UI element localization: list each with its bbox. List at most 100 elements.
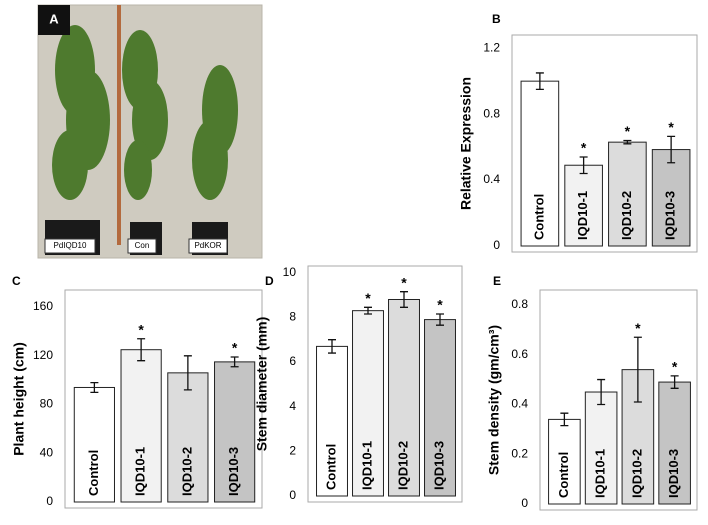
significance-marker: *	[635, 320, 641, 336]
error-bar	[623, 139, 632, 145]
y-tick-label: 0.2	[511, 446, 528, 460]
bar	[520, 80, 560, 247]
y-tick-label: 0.4	[511, 397, 528, 411]
photo-tag: PdKOR	[194, 241, 221, 250]
bar	[167, 372, 209, 503]
bar	[352, 310, 384, 497]
y-tick-label: 8	[289, 310, 296, 324]
y-tick-label: 1.2	[483, 40, 500, 54]
panel-label-box	[38, 5, 70, 35]
panel-label: B	[492, 12, 501, 26]
significance-marker: *	[625, 123, 631, 139]
y-tick-label: 0	[289, 488, 296, 502]
x-tick-label: IQD10-3	[663, 191, 678, 240]
plot-frame	[539, 289, 698, 511]
error-bar	[400, 291, 408, 308]
y-tick-label: 0.6	[511, 347, 528, 361]
error-bar	[597, 378, 606, 406]
error-bar	[137, 338, 146, 362]
bar	[651, 149, 691, 247]
bar	[388, 298, 420, 497]
error-bar	[364, 306, 372, 315]
error-bar	[579, 156, 588, 175]
y-tick-label: 0.4	[483, 172, 500, 186]
plot-frame	[307, 265, 463, 503]
y-tick-label: 0.8	[483, 106, 500, 120]
photo-tag: PdIQD10	[54, 241, 87, 250]
y-axis-label: Relative Expression	[458, 77, 474, 210]
y-tick-label: 6	[289, 354, 296, 368]
bar	[658, 381, 691, 505]
photo-panel: A PdIQD10 Con PdKOR	[37, 4, 263, 259]
error-bar	[183, 355, 192, 391]
x-tick-label: IQD10-1	[133, 447, 148, 496]
significance-marker: *	[401, 274, 407, 290]
significance-marker: *	[581, 140, 587, 156]
bar	[608, 141, 647, 247]
error-bar	[328, 339, 336, 354]
chart-panel: C 0 40 80 120 160 Plant height (cm) Control IQD1…	[11, 274, 263, 509]
x-tick-label: IQD10-1	[359, 441, 374, 490]
error-bar	[436, 313, 444, 326]
error-bar	[633, 336, 642, 403]
plot-frame	[64, 289, 263, 509]
foliage	[52, 25, 238, 200]
x-tick-label: IQD10-3	[226, 447, 241, 496]
x-tick-label: Control	[531, 194, 546, 240]
error-bar	[230, 356, 239, 368]
bar	[316, 345, 348, 497]
photo-frame	[37, 4, 263, 259]
significance-marker: *	[437, 297, 443, 313]
x-tick-label: IQD10-1	[575, 191, 590, 240]
significance-marker: *	[365, 290, 371, 306]
bar	[214, 361, 256, 503]
y-tick-label: 2	[289, 444, 296, 458]
tag-box	[127, 238, 157, 254]
photo-tag: Con	[135, 241, 150, 250]
bar	[120, 349, 162, 503]
y-tick-label: 0.8	[511, 297, 528, 311]
chart-panel: B 0 0.4 0.8 1.2 Relative Expression Control IQD…	[458, 12, 698, 253]
x-tick-label: IQD10-2	[629, 449, 644, 498]
significance-marker: *	[138, 321, 144, 337]
y-tick-label: 40	[40, 445, 54, 459]
x-tick-label: IQD10-2	[619, 191, 634, 240]
bar	[584, 391, 618, 505]
x-tick-label: IQD10-3	[666, 449, 681, 498]
plot-frame	[511, 34, 698, 253]
chart-panel: E 0 0.2 0.4 0.6 0.8 Stem density (gm/cm³) Contr…	[486, 274, 698, 511]
error-bar	[90, 381, 99, 393]
y-tick-label: 0	[493, 238, 500, 252]
x-tick-label: IQD10-2	[179, 447, 194, 496]
x-tick-label: IQD10-3	[431, 441, 446, 490]
y-axis-label: Plant height (cm)	[11, 342, 27, 456]
x-tick-label: Control	[323, 444, 338, 490]
y-tick-label: 4	[289, 399, 296, 413]
tag-box	[44, 238, 96, 254]
significance-marker: *	[668, 119, 674, 135]
y-tick-label: 80	[40, 397, 54, 411]
x-tick-label: Control	[556, 452, 571, 498]
tag-box	[188, 238, 228, 254]
error-bar	[560, 412, 569, 427]
x-tick-label: IQD10-1	[593, 449, 608, 498]
panel-label: C	[12, 274, 21, 288]
chart-panel: D 0 2 4 6 8 10 Stem diameter (mm) Control IQD10-1…	[254, 265, 463, 503]
y-axis-label: Stem diameter (mm)	[254, 317, 270, 452]
x-tick-label: Control	[86, 450, 101, 496]
pole	[117, 5, 121, 245]
error-bar	[670, 375, 679, 389]
y-tick-label: 160	[33, 299, 53, 313]
y-tick-label: 120	[33, 348, 53, 362]
error-bar	[535, 72, 544, 91]
panel-label: E	[493, 274, 501, 288]
y-tick-label: 0	[46, 494, 53, 508]
x-tick-label: IQD10-2	[395, 441, 410, 490]
significance-marker: *	[232, 340, 238, 356]
y-axis-label: Stem density (gm/cm³)	[486, 325, 502, 475]
panel-label: D	[265, 274, 274, 288]
bar	[564, 164, 603, 247]
bar	[424, 319, 456, 497]
significance-marker: *	[672, 359, 678, 375]
